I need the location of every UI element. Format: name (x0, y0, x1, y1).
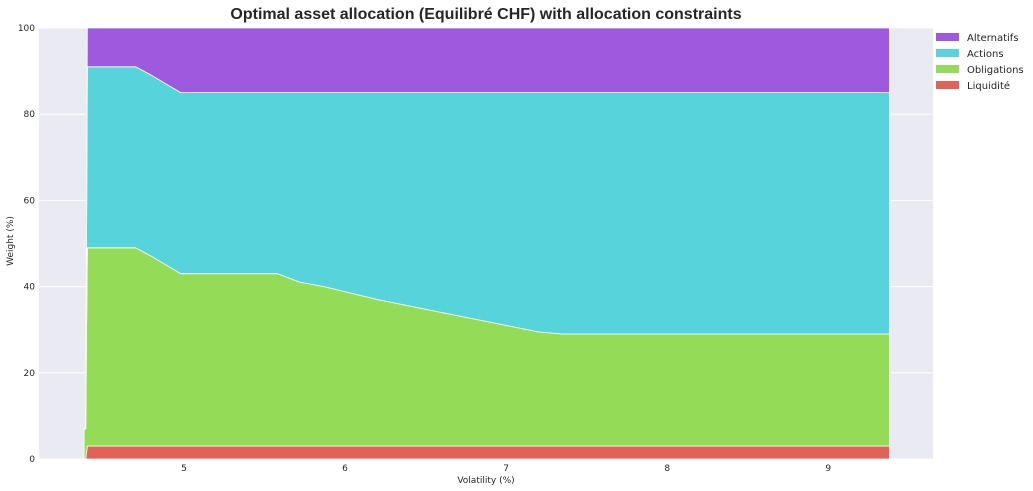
y-tick-label: 40 (24, 283, 36, 293)
x-tick-label: 8 (664, 464, 670, 474)
x-tick-label: 9 (825, 464, 831, 474)
legend-swatch-liquidite (936, 81, 959, 89)
x-tick-label: 6 (342, 464, 348, 474)
area-alternatifs (83, 27, 890, 430)
y-axis-label: Weight (%) (6, 216, 16, 266)
legend-label-alternatifs: Alternatifs (967, 33, 1019, 44)
y-tick-label: 80 (24, 110, 36, 120)
y-tick-label: 60 (24, 196, 36, 206)
x-tick-label: 5 (181, 464, 187, 474)
legend: Alternatifs Actions Obligations Liquidité (936, 33, 1024, 92)
legend-swatch-actions (936, 49, 959, 57)
area-liquidite (83, 445, 890, 460)
y-tick-label: 100 (18, 24, 35, 34)
legend-label-liquidite: Liquidité (967, 80, 1010, 92)
chart-title: Optimal asset allocation (Equilibré CHF)… (230, 6, 741, 23)
plot-area: 0 20 40 60 80 100 5 6 7 8 9 (18, 24, 933, 474)
y-tick-label: 20 (24, 369, 36, 379)
x-axis-label: Volatility (%) (457, 476, 514, 486)
legend-swatch-obligations (936, 65, 959, 73)
y-tick-label: 0 (29, 455, 35, 465)
x-tick-label: 7 (503, 464, 509, 474)
legend-swatch-alternatifs (936, 33, 959, 41)
legend-label-actions: Actions (967, 49, 1004, 60)
legend-label-obligations: Obligations (967, 65, 1024, 76)
